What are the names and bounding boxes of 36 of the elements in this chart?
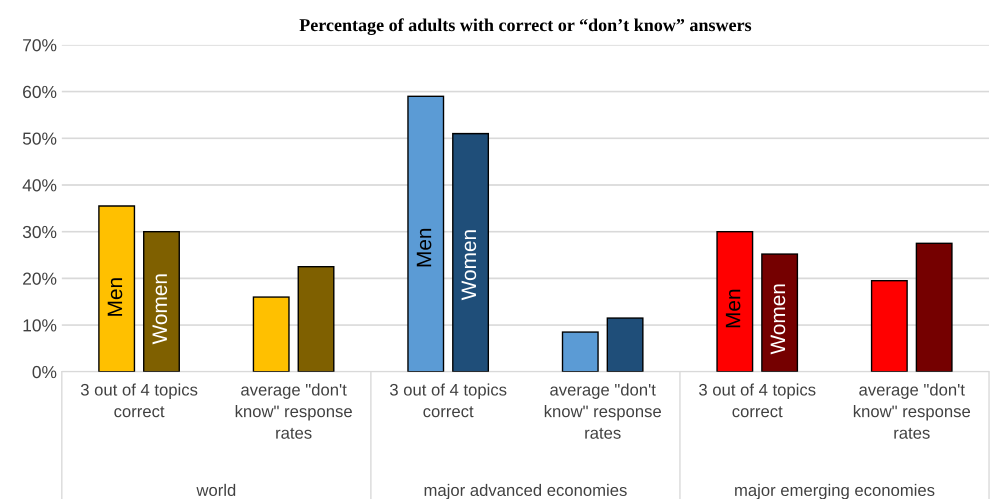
bar (761, 253, 798, 372)
y-tick-label: 40% (22, 179, 56, 192)
text: world (196, 484, 236, 496)
y-tick-label: 50% (22, 132, 56, 145)
x-tick-label: average "don't know" response rates (544, 383, 661, 439)
bar (870, 280, 908, 372)
bar (298, 266, 334, 372)
x-tick-label: average "don't know" response rates (236, 383, 352, 439)
text: Women (462, 230, 476, 300)
bar (562, 331, 599, 372)
x-tick-label: 3 out of 4 topics correct (80, 383, 198, 418)
chart-title: Percentage of adults with correct or “don’t know” answers (300, 18, 752, 36)
y-tick-label: 60% (23, 86, 56, 98)
series-label: Men (416, 228, 432, 266)
x-tick-label: average "don't know" response rates (854, 383, 970, 439)
y-tick-label: 10% (24, 319, 56, 332)
bar (407, 96, 444, 372)
bar (143, 230, 180, 372)
bar (716, 230, 754, 372)
text: major emerging economies (735, 484, 934, 499)
series-label: Women (770, 284, 786, 354)
bar (98, 205, 136, 372)
text: Women (152, 274, 168, 344)
bar (916, 242, 953, 372)
x-tick-label: 3 out of 4 topics correct (699, 383, 816, 418)
y-tick-label: 70% (23, 39, 56, 52)
bar (452, 132, 490, 372)
y-tick-label: 30% (22, 226, 56, 238)
text: major advanced economies (424, 484, 627, 499)
bar (252, 296, 290, 372)
bar (606, 317, 644, 372)
x-tick-label: 3 out of 4 topics correct (390, 383, 506, 418)
y-tick-label: 0% (32, 366, 56, 378)
text: Men (108, 278, 122, 316)
text: Men (726, 290, 740, 328)
y-tick-label: 20% (23, 272, 56, 285)
